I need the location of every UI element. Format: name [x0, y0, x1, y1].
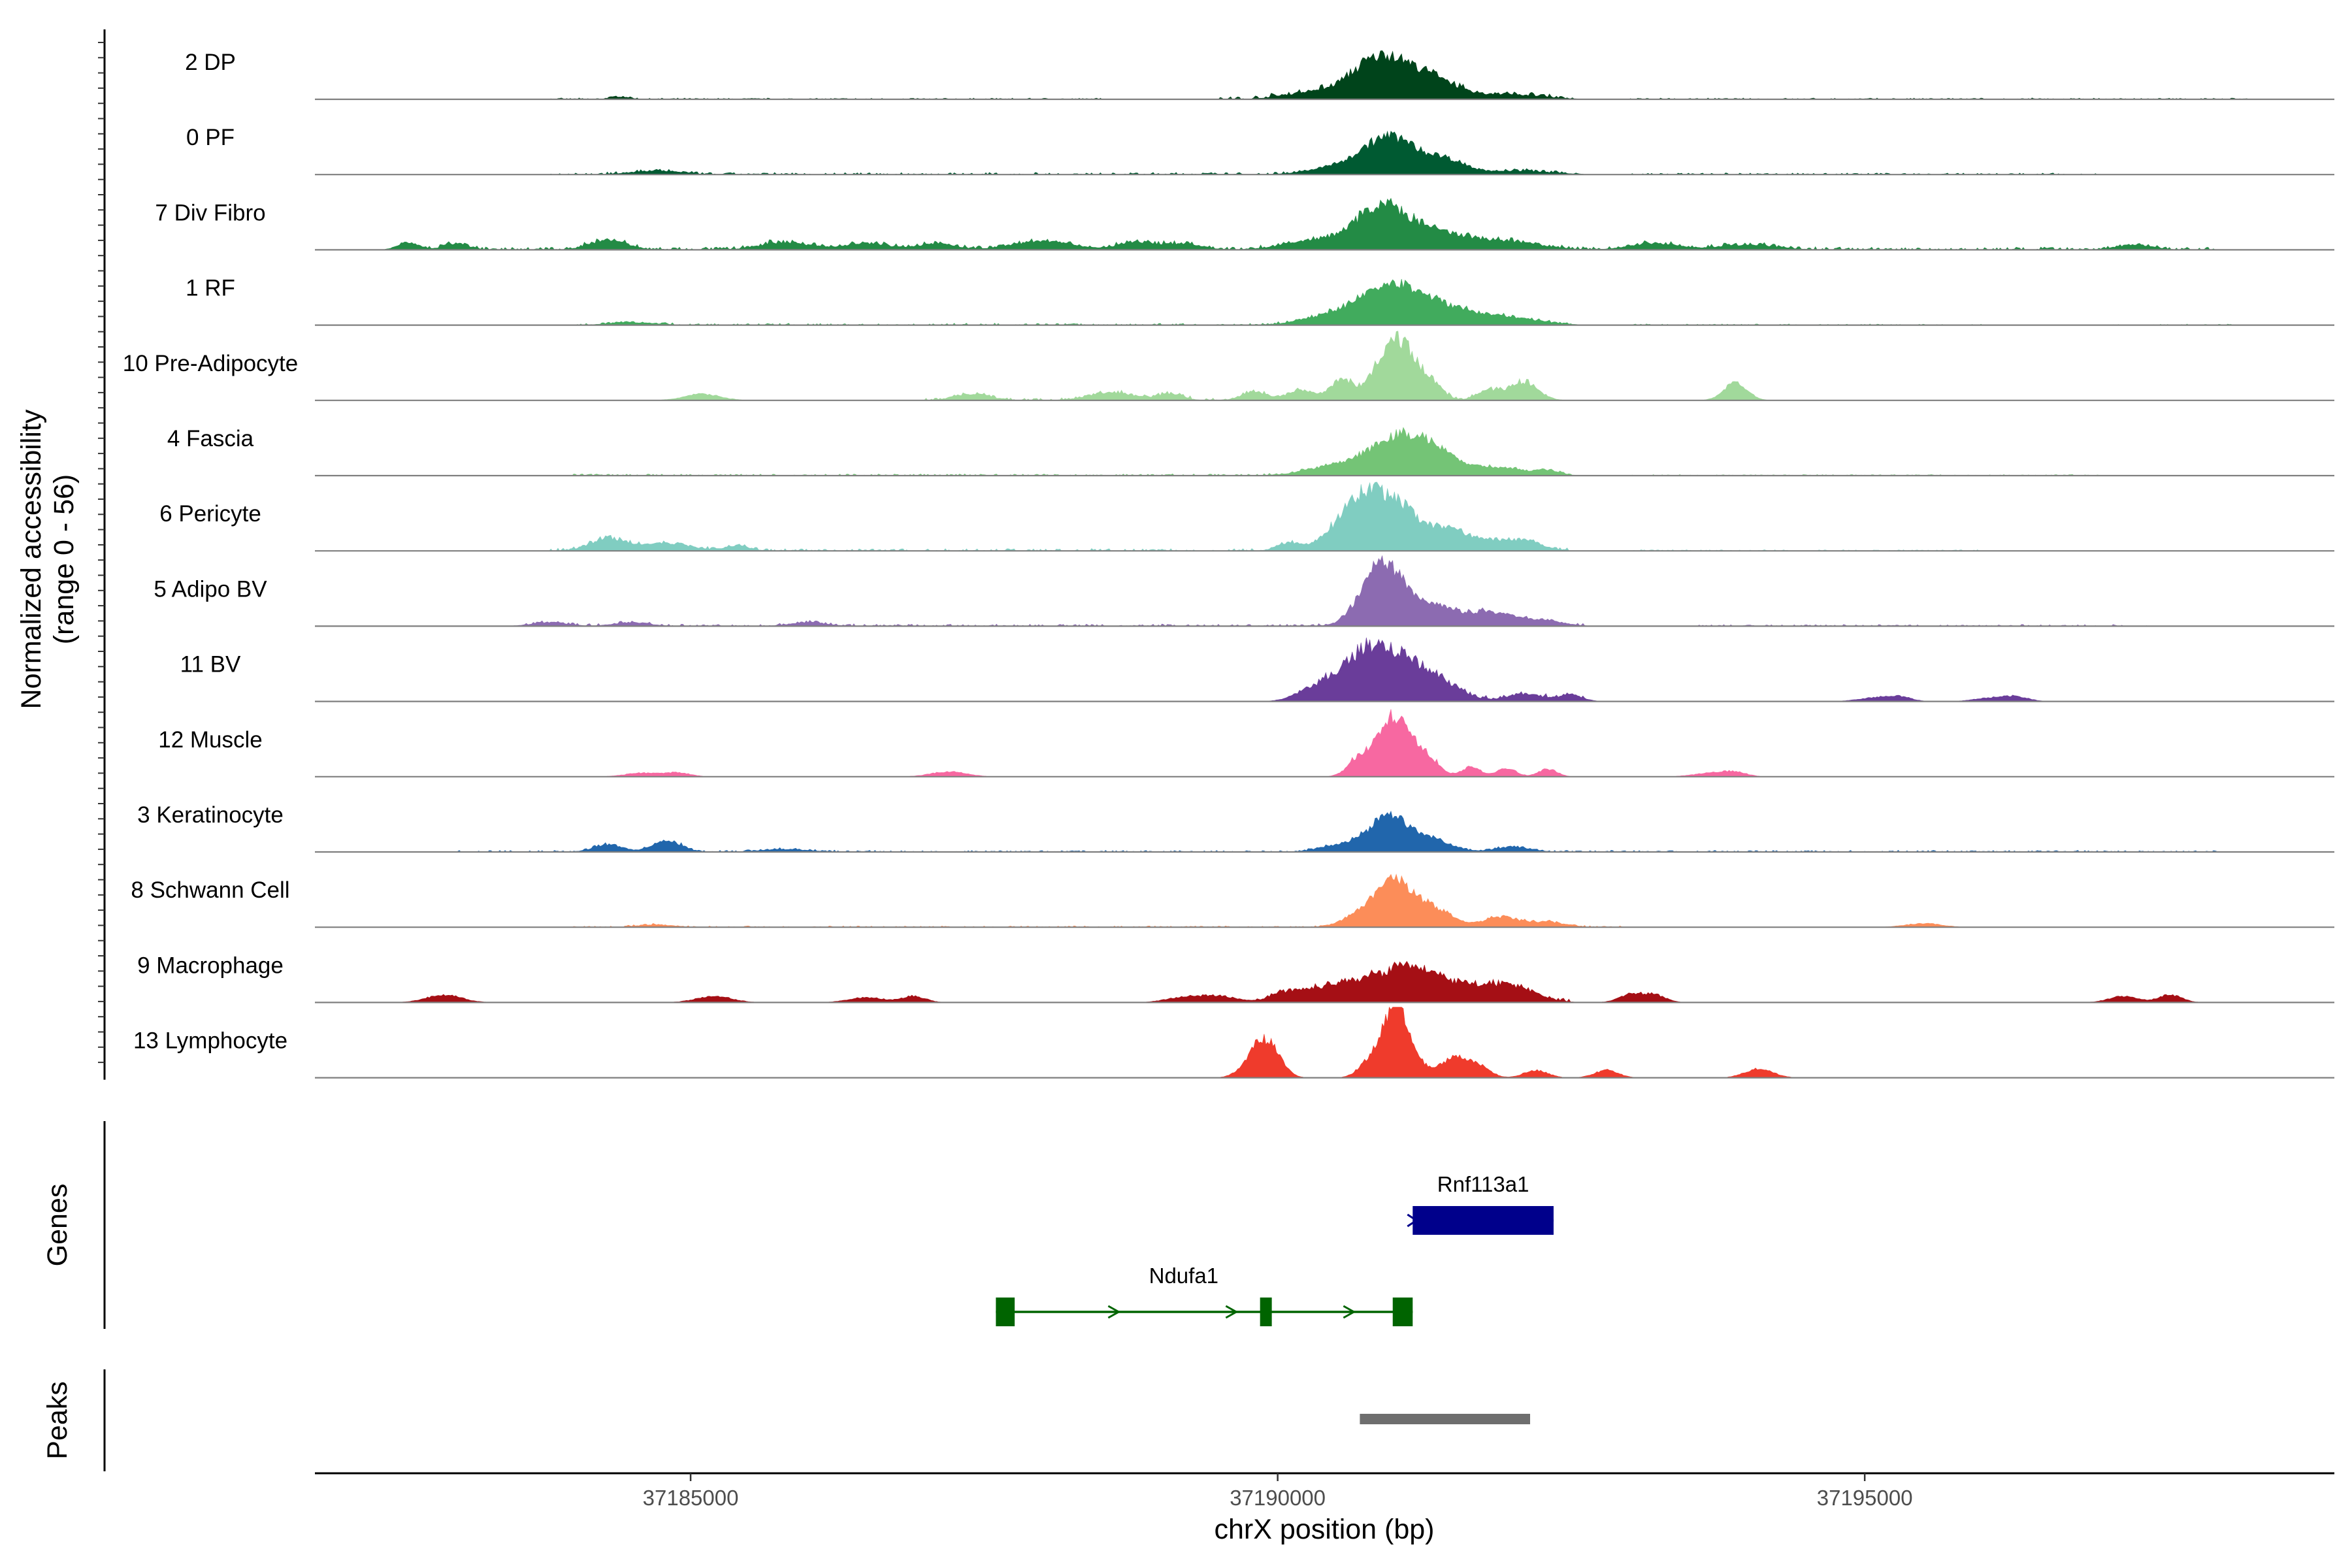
genes-panel: Genes Rnf113a1 Ndufa1 [42, 1121, 1554, 1329]
track-label: 9 Macrophage [137, 953, 284, 978]
track-label: 10 Pre-Adipocyte [123, 351, 298, 376]
gene-label: Rnf113a1 [1437, 1172, 1529, 1196]
strand-arrow [1107, 1305, 1121, 1319]
track-label: 0 PF [186, 125, 235, 150]
coverage-area [315, 482, 2334, 551]
track-8-schwann-cell: 8 Schwann Cell [131, 874, 2334, 928]
coverage-area [315, 50, 2334, 100]
track-label: 1 RF [186, 276, 235, 301]
track-9-macrophage: 9 Macrophage [137, 953, 2334, 1004]
gene-exon [1392, 1298, 1413, 1326]
track-label: 2 DP [185, 50, 236, 75]
coverage-area [315, 709, 2334, 777]
coverage-area [315, 1006, 2334, 1078]
coverage-area [315, 810, 2334, 853]
track-12-muscle: 12 Muscle [158, 709, 2334, 777]
peak-region [1360, 1414, 1530, 1424]
track-13-lymphocyte: 13 Lymphocyte [133, 1006, 2334, 1079]
y-axis [98, 29, 106, 1080]
gene-exon [996, 1298, 1015, 1326]
track-label: 6 Pericyte [159, 501, 261, 527]
track-label: 5 Adipo BV [154, 576, 267, 602]
track-4-fascia: 4 Fascia [167, 426, 2334, 477]
gene-exon [1413, 1206, 1554, 1235]
coverage-area [315, 279, 2334, 326]
track-label: 3 Keratinocyte [137, 802, 284, 828]
coverage-area [315, 331, 2334, 401]
track-3-keratinocyte: 3 Keratinocyte [137, 802, 2334, 853]
track-label: 4 Fascia [167, 426, 254, 451]
track-6-pericyte: 6 Pericyte [159, 482, 2334, 552]
strand-arrow [1225, 1305, 1239, 1319]
track-7-div-fibro: 7 Div Fibro [155, 197, 2334, 251]
track-5-adipo-bv: 5 Adipo BV [154, 555, 2334, 627]
track-1-rf: 1 RF [186, 276, 2334, 326]
x-axis-title: chrX position (bp) [1215, 1514, 1435, 1545]
track-label: 8 Schwann Cell [131, 877, 289, 903]
strand-arrow [1343, 1305, 1356, 1319]
x-axis: 37185000 37190000 37195000 [315, 1472, 2334, 1510]
coverage-area [315, 637, 2334, 702]
coverage-tracks: 2 DP 0 PF 7 Div Fibro 1 RF 10 Pre-Adipocyte 4… [123, 50, 2334, 1079]
coverage-area [315, 874, 2334, 928]
track-10-pre-adipocyte: 10 Pre-Adipocyte [123, 331, 2334, 401]
gene-rnf113a1: Rnf113a1 [1407, 1172, 1554, 1235]
coverage-area [315, 130, 2334, 175]
coverage-area [315, 555, 2334, 627]
track-label: 13 Lymphocyte [133, 1028, 287, 1054]
coverage-area [315, 197, 2334, 250]
track-label: 12 Muscle [158, 727, 263, 753]
track-2-dp: 2 DP [185, 50, 2334, 101]
strand-arrow [1407, 1213, 1419, 1228]
track-11-bv: 11 BV [180, 637, 2334, 702]
track-label: 11 BV [180, 652, 241, 678]
x-tick-label: 37185000 [643, 1486, 739, 1510]
gene-exon [1260, 1298, 1272, 1326]
y-axis-title: Normalized accessibility [16, 409, 47, 709]
x-tick-label: 37195000 [1817, 1486, 1913, 1510]
coverage-area [315, 960, 2334, 1003]
peaks-panel: Peaks [42, 1369, 1530, 1471]
coverage-area [315, 427, 2334, 476]
y-axis-range: (range 0 - 56) [48, 474, 80, 645]
peaks-panel-title: Peaks [42, 1381, 73, 1460]
track-label: 7 Div Fibro [155, 200, 265, 225]
gene-label: Ndufa1 [1149, 1264, 1218, 1288]
genes-panel-title: Genes [42, 1184, 73, 1267]
track-0-pf: 0 PF [186, 125, 2334, 176]
gene-ndufa1: Ndufa1 [996, 1264, 1413, 1326]
x-tick-label: 37190000 [1230, 1486, 1326, 1510]
